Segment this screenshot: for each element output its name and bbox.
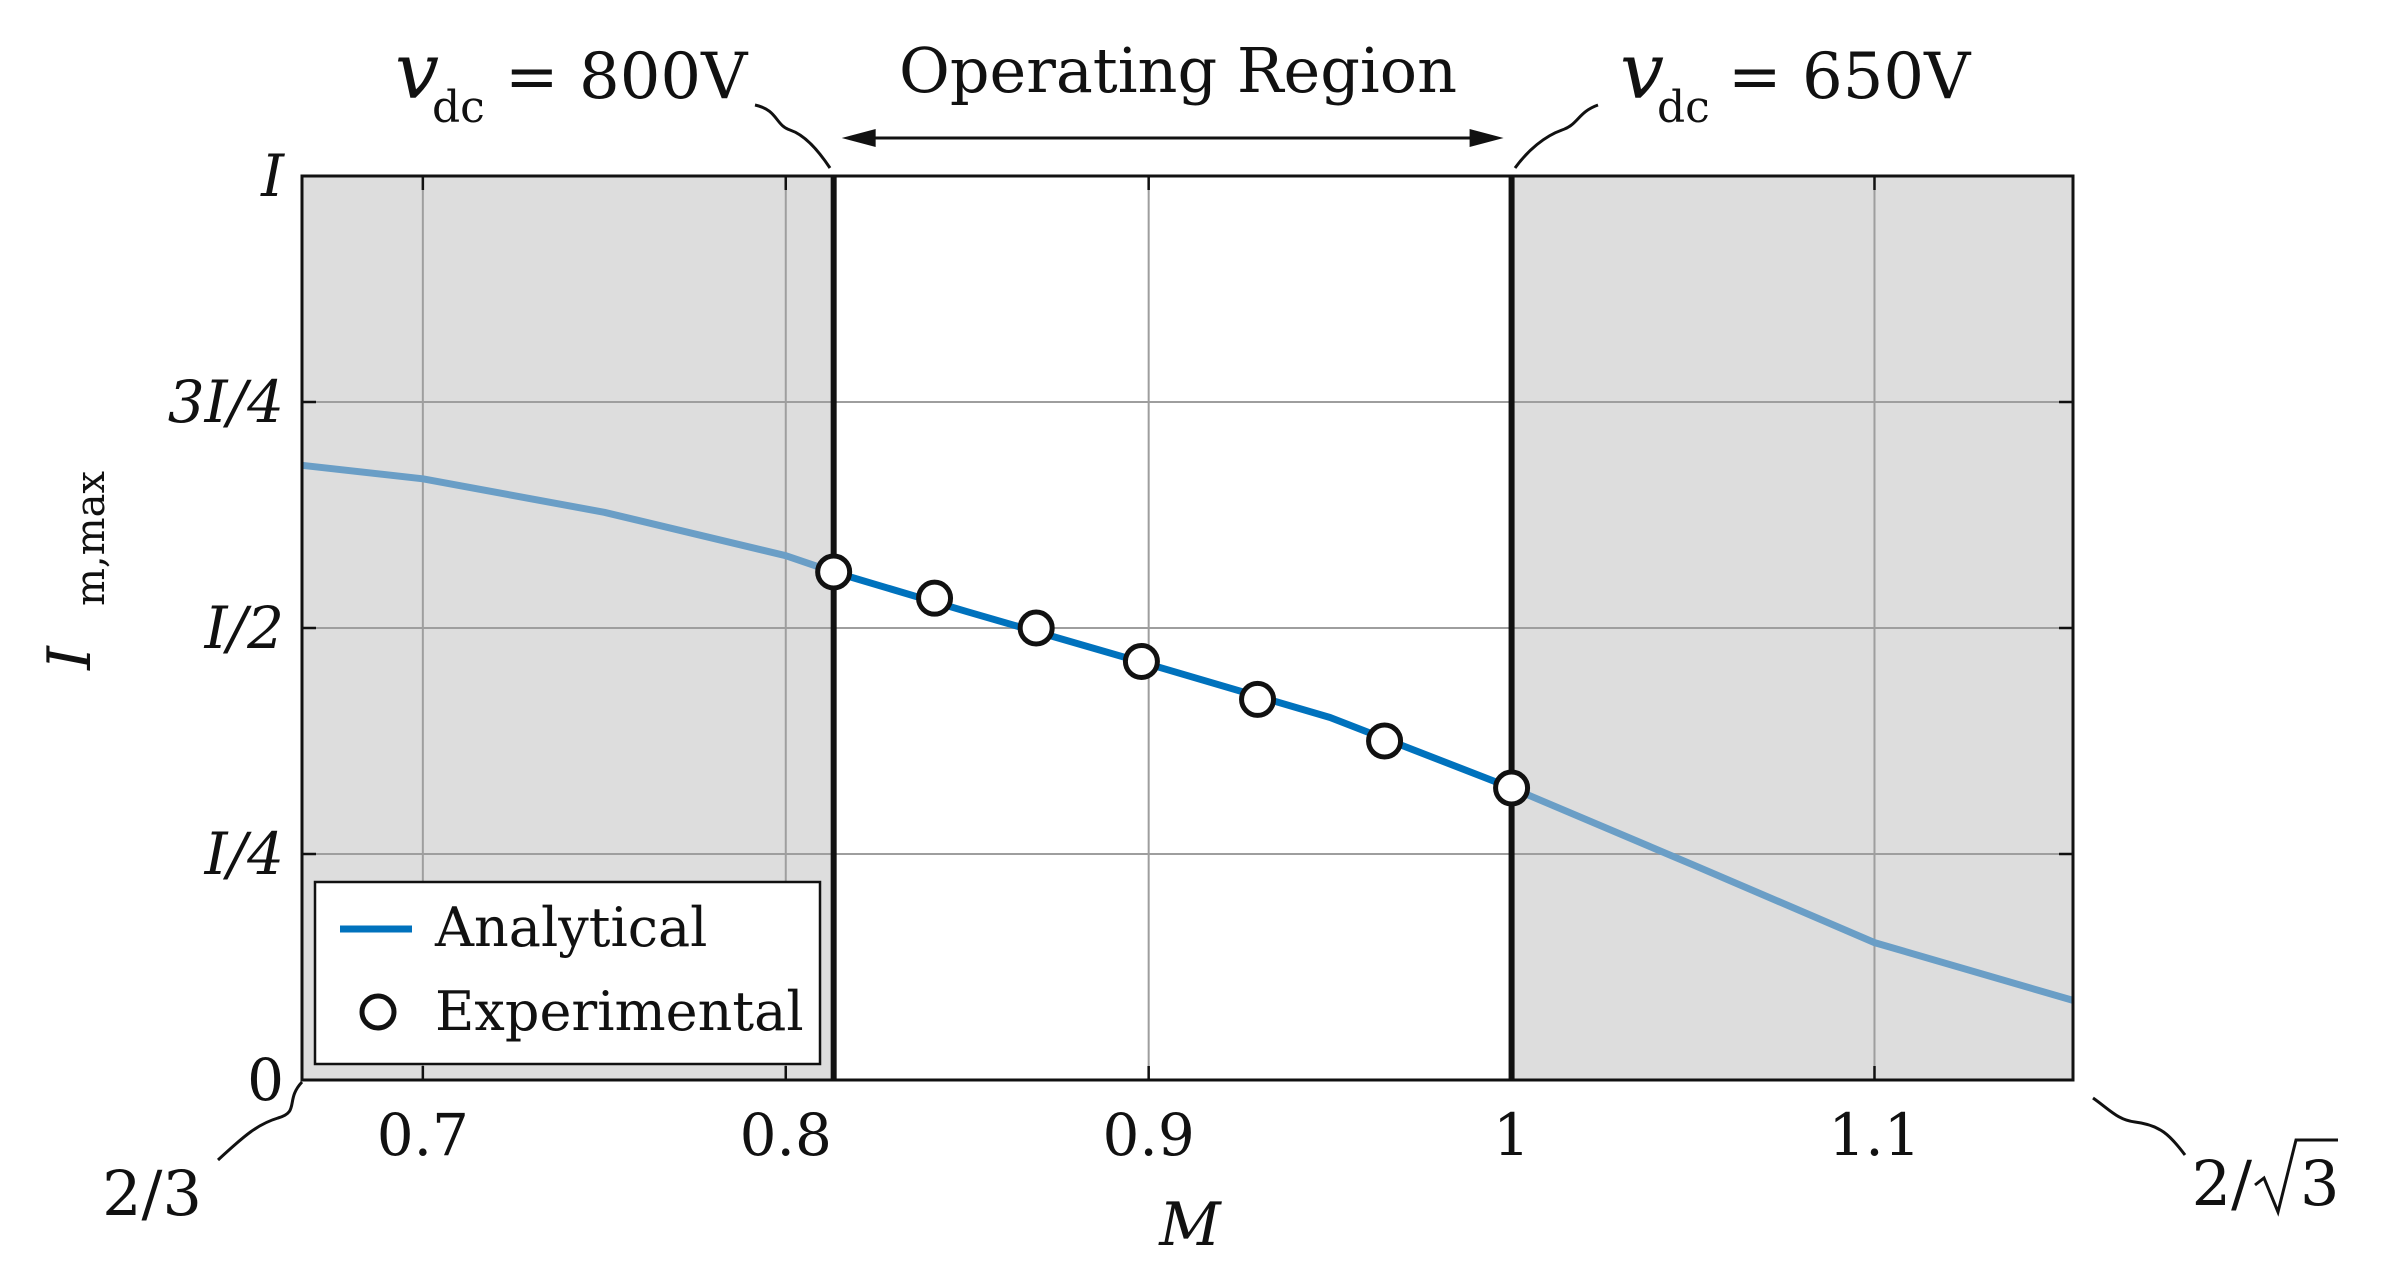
operating-region-arrow — [841, 129, 1504, 147]
experimental-point — [815, 553, 853, 591]
vdc-left-annotation: v dc = 800V — [395, 27, 832, 169]
legend-experimental-swatch — [359, 993, 397, 1031]
y-tick-label: 3I/4 — [168, 368, 284, 436]
operating-region-label: Operating Region — [899, 34, 1457, 107]
experimental-point — [916, 579, 954, 617]
region-arrow-left-head — [841, 129, 876, 147]
region-arrow-right-head — [1469, 129, 1504, 147]
y-tick-label: I — [260, 142, 285, 210]
vdc-right-leader — [1513, 103, 1599, 169]
left-end-label: 2/3 — [102, 1157, 202, 1230]
right-end-label-prefix: 2/ — [2192, 1147, 2252, 1220]
y-axis-label-sub: m,max — [68, 471, 114, 606]
right-end-label: 2/ 3 — [2192, 1138, 2339, 1220]
experimental-point — [1239, 680, 1277, 718]
x-tick-label: 0.8 — [740, 1101, 832, 1169]
vdc-right-subscript: dc — [1657, 82, 1710, 133]
ticks — [302, 174, 2073, 1082]
x-axis-label: M — [1158, 1190, 1222, 1260]
vdc-left-value: = 800V — [505, 40, 749, 114]
experimental-point — [1493, 769, 1531, 807]
x-tick-label: 1 — [1493, 1101, 1530, 1169]
y-axis-label-main: I — [35, 645, 105, 671]
x-tick-label: 0.7 — [377, 1101, 469, 1169]
legend-box — [313, 880, 822, 1066]
y-tick-label: I/2 — [204, 594, 284, 662]
y-tick-label: 0 — [247, 1046, 284, 1114]
analytical-line-left — [301, 461, 835, 576]
vdc-left-leader — [754, 103, 832, 169]
experimental-point — [1366, 722, 1404, 760]
y-axis-label: I m,max — [35, 471, 114, 671]
x-tick-label: 1.1 — [1828, 1101, 1920, 1169]
vdc-right-symbol: v — [1620, 27, 1664, 117]
y-tick-label: I/4 — [204, 820, 284, 888]
legend: Analytical Experimental — [313, 880, 822, 1066]
x-tick-label: 0.9 — [1103, 1101, 1195, 1169]
sqrt-sign — [2254, 1138, 2338, 1217]
vdc-left-symbol: v — [395, 27, 439, 117]
vdc-right-value: = 650V — [1728, 40, 1972, 114]
right-end-leader — [2092, 1096, 2187, 1156]
left-end-leader — [216, 1080, 304, 1162]
legend-experimental-label: Experimental — [435, 980, 804, 1043]
vdc-right-annotation: v dc = 650V — [1513, 27, 1972, 169]
legend-analytical-label: Analytical — [434, 896, 707, 959]
analytical-line-right — [1510, 784, 2074, 1004]
tick-labels: 0.7 0.8 0.9 1 1.1 0 I/4 I/2 3I/4 I — [168, 142, 1921, 1169]
right-end-label-radicand: 3 — [2300, 1147, 2339, 1220]
series-layer — [301, 176, 2074, 1080]
experimental-point — [1017, 609, 1055, 647]
experimental-point — [1122, 642, 1160, 680]
vdc-left-subscript: dc — [432, 82, 485, 133]
